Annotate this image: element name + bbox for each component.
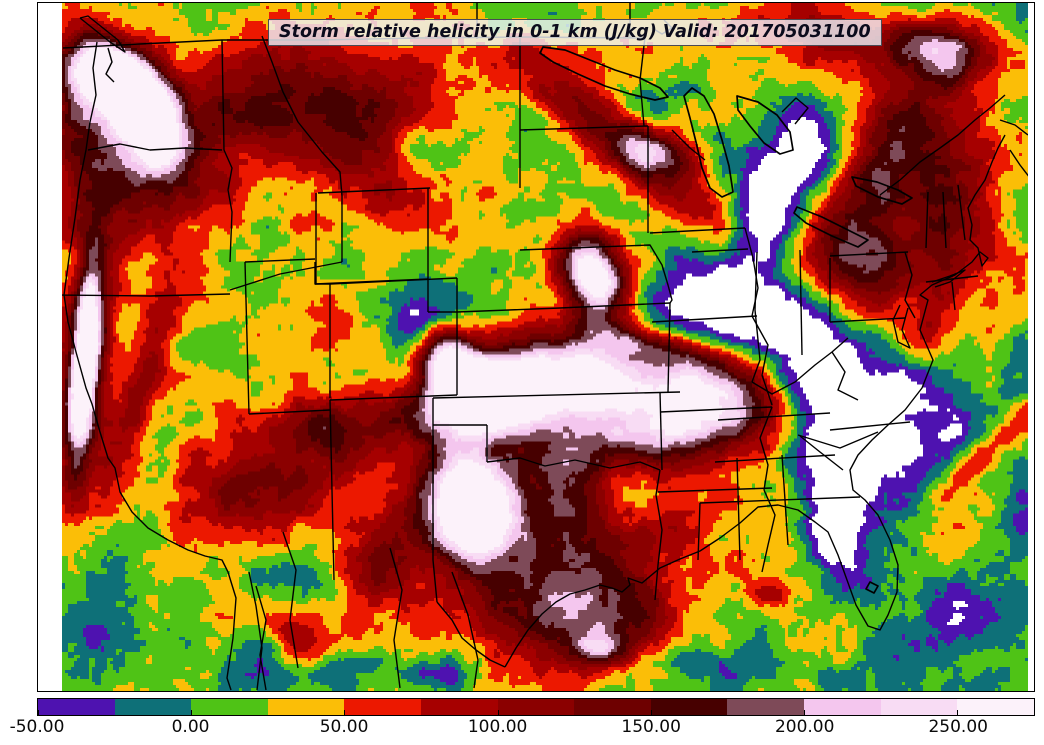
colorbar-segment: [191, 699, 268, 715]
colorbar-tick-label: 0.00: [171, 717, 210, 737]
colorbar-segment: [574, 699, 651, 715]
colorbar-segment: [267, 699, 345, 715]
colorbar-segment: [421, 699, 498, 715]
colorbar: [37, 698, 1035, 716]
colorbar-tick: [344, 710, 346, 715]
colorbar-segment: [497, 699, 575, 715]
colorbar-segment: [344, 699, 422, 715]
helicity-field-canvas: [62, 3, 1028, 691]
colorbar-segment: [650, 699, 728, 715]
colorbar-segment: [804, 699, 881, 715]
colorbar-segment: [957, 699, 1034, 715]
map-plot-frame: Storm relative helicity in 0-1 km (J/kg)…: [37, 2, 1035, 692]
colorbar-labels: -50.00 0.00 50.00 100.00 150.00 200.00 250.00: [10, 717, 1035, 741]
map-title-box: Storm relative helicity in 0-1 km (J/kg)…: [268, 19, 882, 46]
colorbar-tick: [497, 710, 499, 715]
colorbar-segment: [880, 699, 958, 715]
colorbar-tick: [650, 710, 652, 715]
colorbar-tick: [38, 710, 39, 715]
colorbar-tick-label: 200.00: [774, 717, 835, 737]
colorbar-tick: [804, 710, 806, 715]
colorbar-segment: [114, 699, 192, 715]
colorbar-tick: [957, 710, 959, 715]
colorbar-tick-label: -50.00: [9, 717, 65, 737]
colorbar-tick-label: 50.00: [319, 717, 369, 737]
colorbar-segment: [727, 699, 805, 715]
map-title: Storm relative helicity in 0-1 km (J/kg)…: [279, 22, 871, 42]
colorbar-tick-label: 150.00: [621, 717, 681, 737]
colorbar-tick-label: 100.00: [467, 717, 528, 737]
colorbar-tick-label: 250.00: [928, 717, 988, 737]
colorbar-segment: [38, 699, 115, 715]
colorbar-tick: [191, 710, 193, 715]
